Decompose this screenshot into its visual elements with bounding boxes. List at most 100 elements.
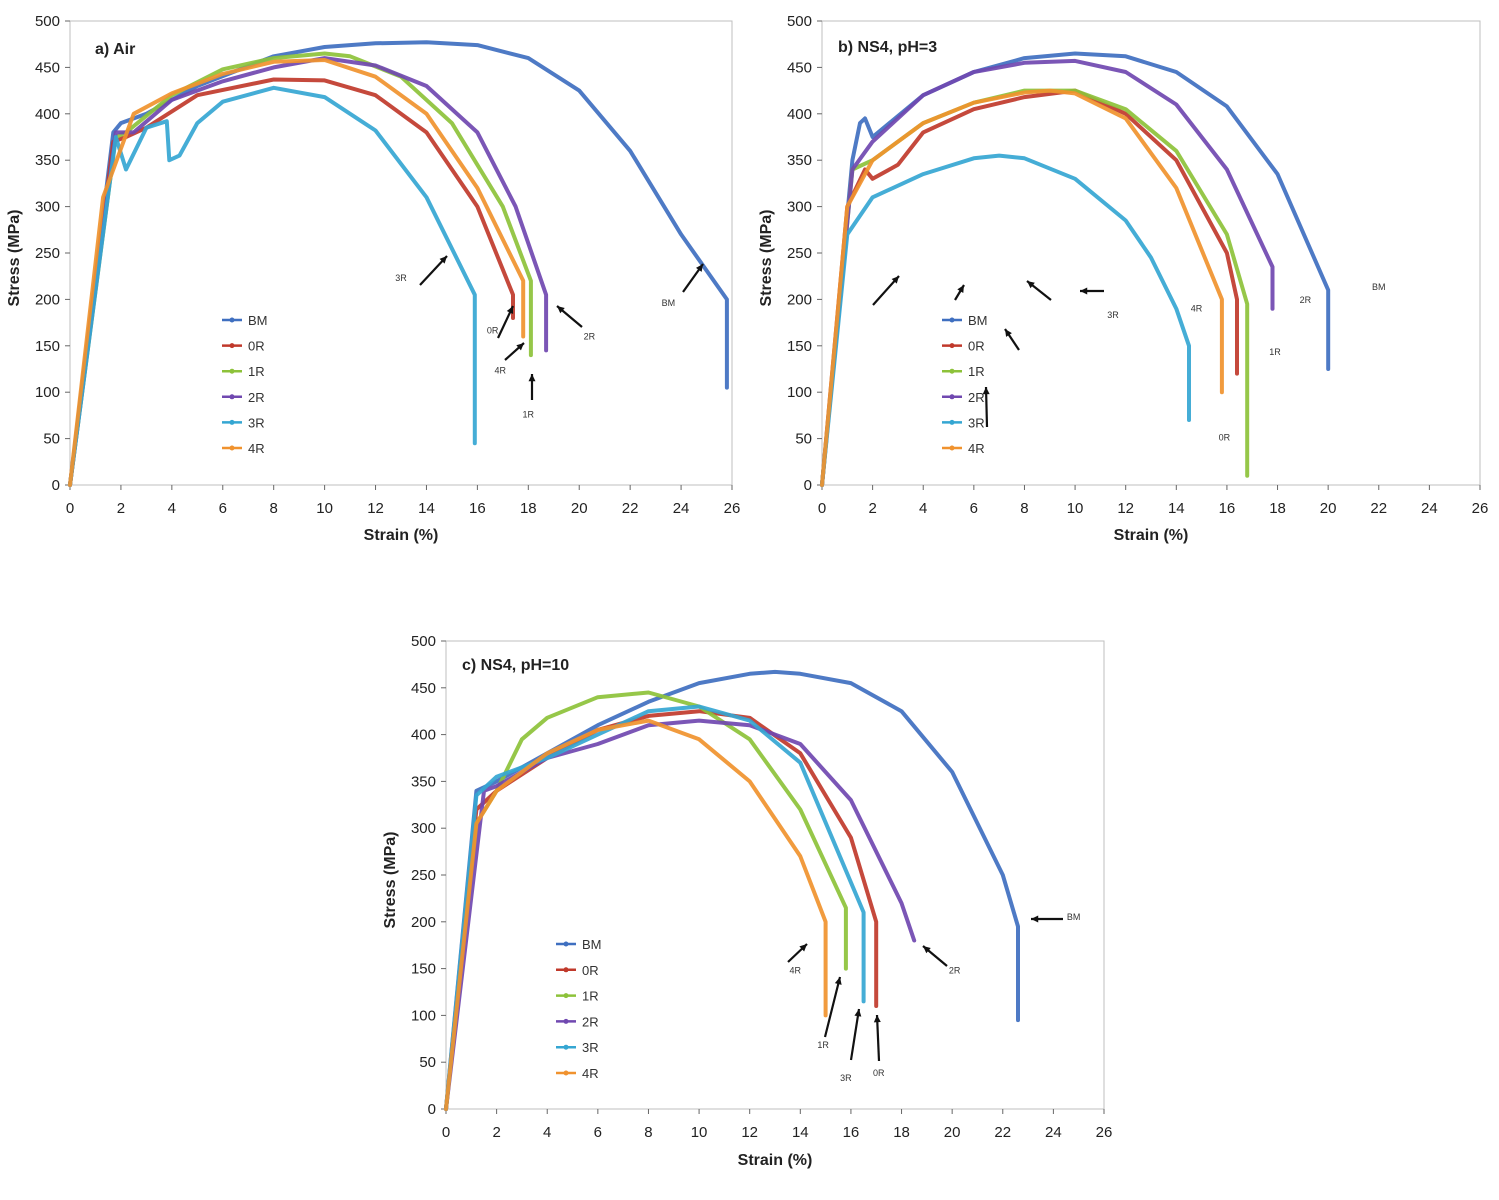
legend-label: 0R [968,339,985,354]
arrow-head [528,374,536,382]
y-tick-label: 0 [804,477,812,494]
x-tick-label: 20 [571,500,588,517]
legend-marker [949,445,955,451]
panel-title: a) Air [95,41,135,58]
x-tick-label: 2 [492,1124,500,1141]
annotation-label: 3R [840,1073,852,1083]
y-tick-label: 150 [411,961,436,978]
arrow-head [695,264,703,272]
legend-label: 3R [968,415,985,430]
y-tick-label: 150 [35,338,60,355]
annotation-label: BM [662,298,676,308]
y-axis-title: Stress (MPa) [6,210,23,307]
annotation-label: 0R [487,326,499,336]
series-line-4r [444,718,828,1111]
y-tick-label: 50 [419,1054,436,1071]
x-tick-label: 16 [1219,500,1236,517]
x-tick-label: 18 [1269,500,1286,517]
x-tick-label: 8 [270,500,278,517]
arrow-head [1027,281,1035,289]
legend-marker [563,1044,569,1050]
legend-label: 4R [968,441,985,456]
series-line-bm [820,51,1331,487]
arrow-head [506,306,514,314]
x-tick-label: 16 [843,1124,860,1141]
x-tick-label: 24 [673,500,690,517]
x-axis-title: Strain (%) [738,1152,813,1169]
annotation-label: 4R [495,366,507,376]
x-tick-label: 12 [741,1124,758,1141]
series-line-4r [68,58,526,487]
legend-marker [229,317,235,323]
legend-label: BM [582,937,602,952]
annotation-label: 2R [584,331,596,341]
x-tick-label: 4 [168,500,176,517]
y-axis-title: Stress (MPa) [758,210,775,307]
x-tick-label: 4 [919,500,927,517]
arrow-line [823,976,842,1038]
x-tick-label: 18 [893,1124,910,1141]
legend-marker [229,445,235,451]
annotation-label: BM [1372,282,1386,292]
legend-label: 3R [248,415,265,430]
y-tick-label: 0 [52,477,60,494]
x-tick-label: 24 [1045,1124,1062,1141]
legend-marker [949,317,955,323]
legend-marker [949,394,955,400]
series-line-3r [820,153,1191,487]
arrow-head [891,276,899,284]
y-tick-label: 200 [411,914,436,931]
x-tick-label: 26 [724,500,741,517]
y-tick-label: 300 [35,199,60,216]
legend-marker [563,1018,569,1024]
y-tick-label: 150 [787,338,812,355]
arrow-head [923,946,931,954]
arrow-head [957,285,964,293]
annotation-label: 0R [1219,432,1231,442]
y-tick-label: 50 [43,431,60,448]
chart-panel-b: 0 50 100 150 200 250 300 350 400 450 500 0 2 4 6 8 10 12 1… [750,0,1499,560]
annotation-label: BM [1067,912,1081,922]
legend-label: 4R [248,441,265,456]
plot-area [445,640,1105,1110]
x-tick-label: 26 [1096,1124,1113,1141]
legend-marker [563,993,569,999]
x-tick-label: 10 [316,500,333,517]
arrow-line [875,1014,881,1062]
y-tick-label: 100 [787,384,812,401]
x-tick-label: 6 [219,500,227,517]
arrow-head [854,1009,862,1017]
series-line-2r [444,718,917,1111]
arrow-line [849,1008,861,1061]
annotation-label: 0R [873,1068,885,1078]
x-tick-label: 6 [970,500,978,517]
legend-marker [949,343,955,349]
y-tick-label: 400 [787,106,812,123]
legend-marker [229,343,235,349]
y-tick-label: 500 [787,13,812,30]
y-tick-label: 100 [411,1007,436,1024]
arrow-head [834,977,842,985]
x-tick-label: 10 [691,1124,708,1141]
legend-marker [229,394,235,400]
x-tick-label: 14 [1168,500,1185,517]
x-tick-label: 4 [543,1124,551,1141]
y-tick-label: 50 [795,431,812,448]
x-axis-title: Strain (%) [364,527,439,544]
x-tick-label: 20 [944,1124,961,1141]
y-tick-label: 500 [35,13,60,30]
y-tick-label: 350 [411,773,436,790]
y-tick-label: 350 [787,152,812,169]
legend-label: 2R [248,390,265,405]
y-tick-label: 250 [411,867,436,884]
y-tick-label: 100 [35,384,60,401]
x-tick-label: 6 [594,1124,602,1141]
legend-label: 2R [582,1014,599,1029]
x-tick-label: 14 [418,500,435,517]
x-tick-label: 2 [868,500,876,517]
chart-panel-a: 0 50 100 150 200 250 300 350 400 450 500 0 2 4 6 8 10 12 1… [0,0,750,560]
x-tick-label: 10 [1067,500,1084,517]
x-tick-label: 2 [117,500,125,517]
